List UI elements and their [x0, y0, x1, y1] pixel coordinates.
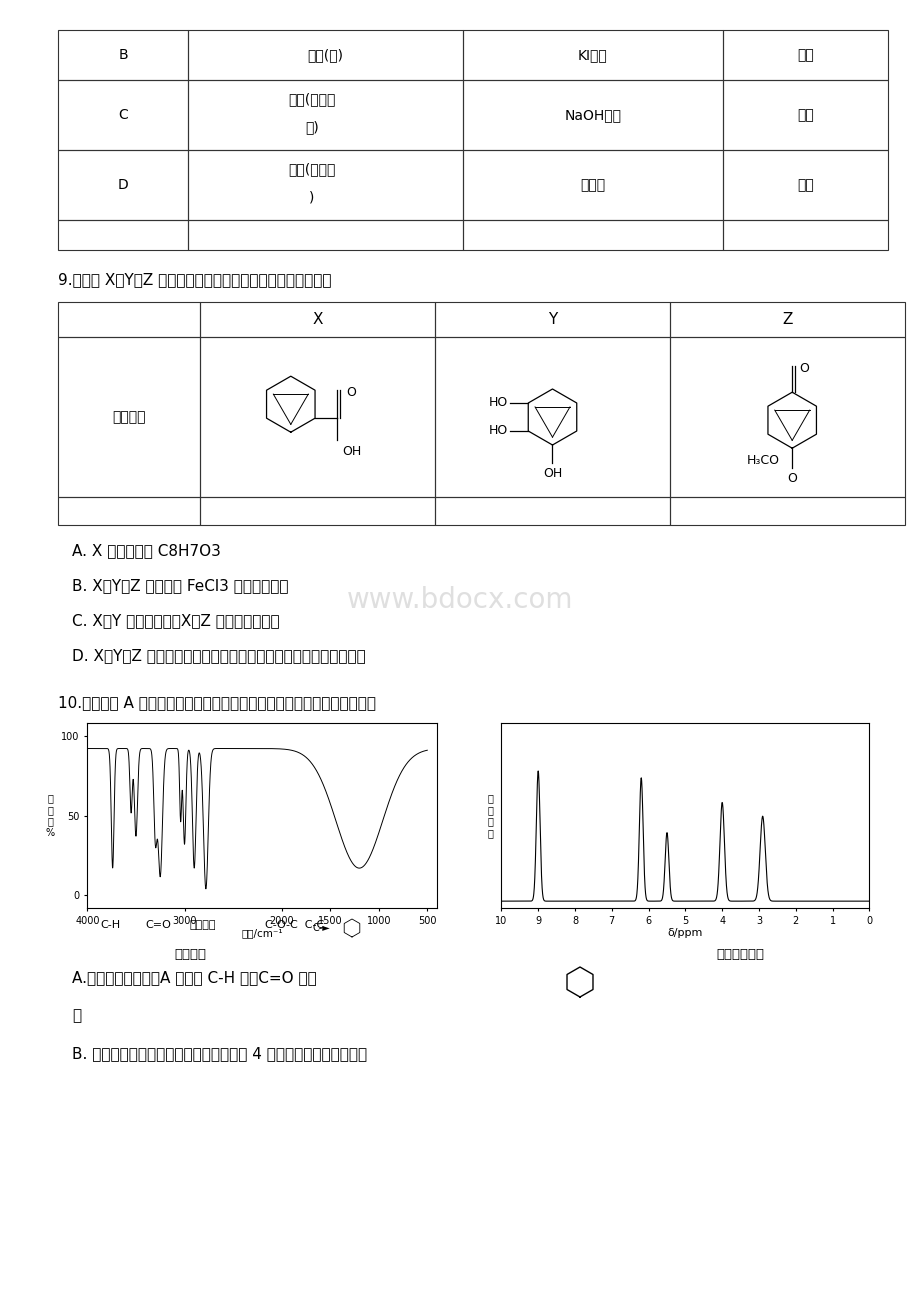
Text: NaOH溶液: NaOH溶液 [564, 108, 621, 122]
Text: KI溶液: KI溶液 [577, 48, 607, 62]
Bar [462, 30, 722, 79]
X-axis label: 波数/cm⁻¹: 波数/cm⁻¹ [241, 928, 283, 939]
Text: OH: OH [342, 445, 361, 458]
Bar [669, 337, 904, 497]
Bar [462, 220, 722, 250]
Text: 10.某有机物 A 的红外光谱和核磁共振氢谱如图所示，下列说法不正确的是: 10.某有机物 A 的红外光谱和核磁共振氢谱如图所示，下列说法不正确的是 [58, 695, 376, 710]
Text: 乙醇(少量水: 乙醇(少量水 [288, 163, 335, 177]
Text: 乙烯(二氧化: 乙烯(二氧化 [288, 92, 335, 107]
Text: B: B [118, 48, 128, 62]
Bar [199, 302, 435, 337]
Text: OH: OH [542, 467, 562, 480]
Text: C=O: C=O [145, 921, 171, 930]
Bar [435, 302, 669, 337]
Bar [669, 302, 904, 337]
Text: A.由红外光谱可知，A 中含有 C-H 键、C=O 键、: A.由红外光谱可知，A 中含有 C-H 键、C=O 键、 [72, 970, 316, 986]
Bar [58, 337, 199, 497]
Text: O: O [799, 362, 808, 375]
Text: 红外光谱: 红外光谱 [174, 948, 206, 961]
Bar [435, 497, 669, 525]
Bar [187, 30, 462, 79]
Bar [462, 79, 722, 150]
Bar [58, 79, 187, 150]
Text: Z: Z [781, 312, 792, 327]
Text: C-O-C  C-C: C-O-C C-C [265, 921, 323, 930]
Text: O: O [787, 473, 796, 486]
Bar [58, 150, 187, 220]
Text: C. X、Y 互为同系物，X、Z 互为同分异构体: C. X、Y 互为同系物，X、Z 互为同分异构体 [72, 613, 279, 628]
Bar [187, 220, 462, 250]
Text: 等: 等 [72, 1008, 81, 1023]
Text: Y: Y [548, 312, 557, 327]
Text: 蝐馏: 蝐馏 [796, 178, 813, 191]
Bar [58, 497, 199, 525]
Text: C: C [118, 108, 128, 122]
Bar [435, 337, 669, 497]
Y-axis label: 吸
收
强
度: 吸 收 强 度 [487, 793, 493, 838]
Bar [722, 30, 887, 79]
Bar [187, 150, 462, 220]
Y-axis label: 通
过
率
%: 通 过 率 % [46, 793, 55, 838]
Bar [58, 220, 187, 250]
Bar [669, 497, 904, 525]
Text: C-►: C-► [312, 923, 330, 934]
Bar [199, 497, 435, 525]
Text: O: O [346, 387, 356, 400]
Text: D: D [118, 178, 129, 191]
Text: 结构简式: 结构简式 [112, 410, 145, 424]
Bar [199, 337, 435, 497]
Text: HO: HO [489, 397, 507, 410]
Text: 分液: 分液 [796, 48, 813, 62]
Bar [58, 302, 199, 337]
Text: H₃CO: H₃CO [745, 454, 778, 467]
Bar [58, 30, 187, 79]
Text: B. 由核磁共振氢谱可知，该有机分子中有 4 种不同化学环境的氢原子: B. 由核磁共振氢谱可知，该有机分子中有 4 种不同化学环境的氢原子 [72, 1046, 367, 1061]
Bar [722, 220, 887, 250]
Text: HO: HO [489, 424, 507, 437]
Text: 9.有机物 X、Y、Z 的结构简式如下表所示。下列说法正确的是: 9.有机物 X、Y、Z 的结构简式如下表所示。下列说法正确的是 [58, 272, 331, 286]
Text: 渴苯(渴): 渴苯(渴) [307, 48, 343, 62]
Bar [462, 150, 722, 220]
Text: 洗气: 洗气 [796, 108, 813, 122]
Text: 生石灰: 生石灰 [580, 178, 605, 191]
Text: 苯环骨架: 苯环骨架 [190, 921, 216, 930]
Text: A. X 的分子式为 C8H7O3: A. X 的分子式为 C8H7O3 [72, 543, 221, 559]
Bar [722, 79, 887, 150]
Bar [722, 150, 887, 220]
Text: 核磁共振氢谱: 核磁共振氢谱 [715, 948, 763, 961]
Text: www.bdocx.com: www.bdocx.com [346, 586, 573, 615]
Bar [187, 79, 462, 150]
Text: B. X、Y、Z 均可以和 FeCl3 发生显色反应: B. X、Y、Z 均可以和 FeCl3 发生显色反应 [72, 578, 289, 592]
Text: X: X [312, 312, 323, 327]
Text: 硫): 硫) [304, 121, 318, 134]
X-axis label: δ/ppm: δ/ppm [667, 928, 702, 939]
Text: ): ) [309, 190, 314, 204]
Text: D. X、Y、Z 在一定条件下都能发生取代反应、加成反应和氧化反应: D. X、Y、Z 在一定条件下都能发生取代反应、加成反应和氧化反应 [72, 648, 366, 663]
Text: C-H: C-H [100, 921, 120, 930]
